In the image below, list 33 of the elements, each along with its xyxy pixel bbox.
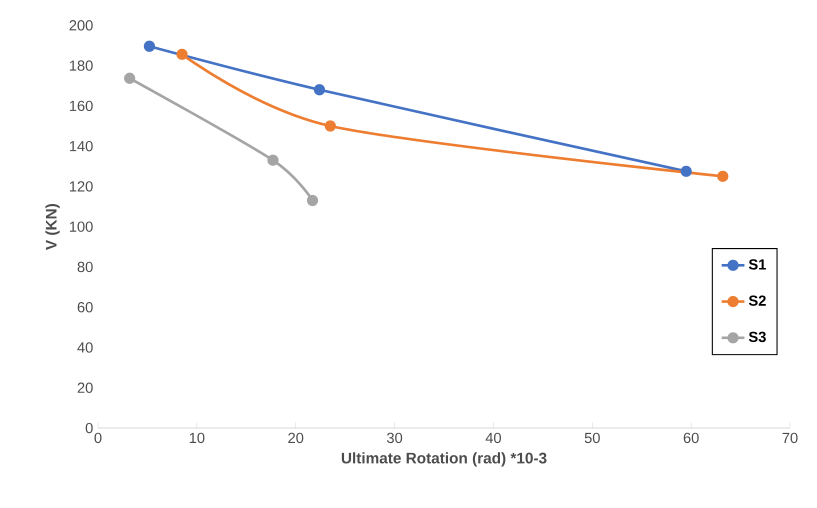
y-tick-label: 120 — [70, 181, 93, 192]
y-tick-label: 140 — [70, 140, 93, 152]
legend-label: S3 — [748, 332, 766, 342]
y-tick-label: 0 — [86, 422, 93, 434]
y-tick-label: 40 — [77, 342, 93, 353]
point — [267, 154, 279, 166]
point — [717, 170, 728, 182]
x-tick-label: 50 — [584, 432, 600, 444]
x-tick-label: 40 — [486, 432, 501, 444]
y-tick-label: 100 — [70, 221, 93, 232]
x-tick-label: 20 — [288, 432, 304, 444]
x-axis-title: Ultimate Rotation (rad) *10-3 — [342, 452, 547, 467]
point — [680, 166, 692, 177]
point — [314, 84, 326, 96]
y-axis-title: V (KN) — [45, 204, 60, 250]
x-tick-label: 30 — [386, 432, 402, 444]
point — [176, 48, 188, 60]
x-tick-label: 60 — [684, 432, 699, 444]
y-tick-label: 200 — [70, 20, 93, 31]
x-tick-label: 70 — [782, 432, 798, 444]
y-tick-label: 60 — [78, 302, 93, 312]
legend-label: S2 — [748, 295, 766, 306]
x-tick-label: 0 — [94, 432, 102, 444]
y-tick-label: 20 — [78, 382, 93, 393]
y-tick-label: 160 — [70, 100, 93, 112]
point — [306, 194, 318, 206]
point — [144, 40, 156, 52]
point — [324, 120, 336, 132]
point — [124, 72, 136, 84]
legend-label: S1 — [748, 259, 766, 270]
x-tick-label: 10 — [190, 432, 204, 444]
y-tick-label: 180 — [70, 60, 93, 71]
y-tick-label: 80 — [78, 262, 93, 272]
